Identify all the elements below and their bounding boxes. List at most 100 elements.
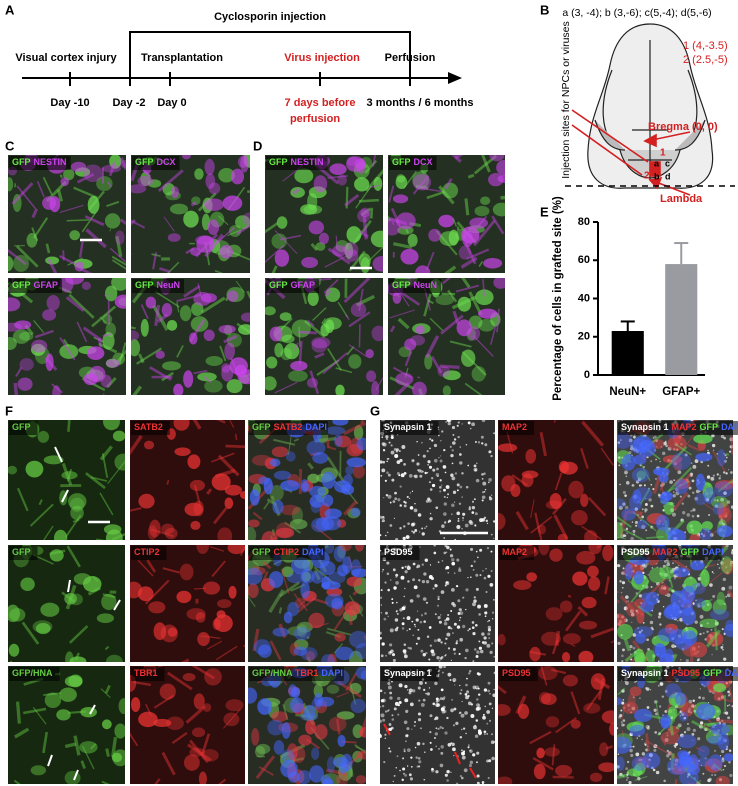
cell	[203, 329, 215, 342]
puncta	[685, 659, 689, 662]
puncta	[637, 777, 641, 781]
cell	[119, 159, 126, 168]
puncta	[434, 584, 438, 588]
label-background	[618, 421, 738, 435]
puncta	[442, 465, 447, 469]
channel-name: GFP	[12, 157, 31, 167]
cell	[44, 692, 62, 708]
process	[82, 745, 95, 770]
channel-label: GFP	[12, 547, 31, 557]
puncta	[655, 770, 660, 775]
process	[62, 250, 65, 261]
cell	[348, 354, 362, 369]
cell	[300, 569, 315, 584]
puncta	[481, 499, 484, 502]
process	[604, 576, 610, 595]
puncta	[418, 699, 421, 702]
cell	[198, 771, 207, 784]
puncta	[692, 491, 695, 494]
puncta	[625, 527, 629, 531]
puncta	[692, 601, 695, 604]
process	[326, 456, 346, 483]
cell	[326, 587, 343, 597]
puncta	[468, 672, 471, 675]
puncta	[475, 719, 479, 722]
puncta	[470, 703, 474, 706]
puncta	[664, 689, 668, 693]
cell	[335, 384, 345, 395]
cell	[315, 517, 335, 531]
process	[316, 359, 340, 376]
cell	[686, 520, 703, 535]
cell	[271, 233, 287, 249]
cell	[336, 773, 349, 784]
puncta	[641, 508, 644, 511]
puncta	[730, 471, 733, 474]
puncta	[476, 556, 479, 559]
cell	[355, 642, 366, 660]
micrograph: GFP	[8, 545, 125, 662]
cell	[400, 248, 419, 265]
puncta	[478, 640, 481, 643]
puncta	[728, 585, 733, 590]
channel-name: GFP	[12, 422, 31, 432]
process	[529, 730, 552, 745]
puncta	[468, 764, 472, 768]
puncta	[487, 574, 491, 578]
puncta	[440, 614, 442, 616]
cell	[456, 319, 472, 337]
puncta	[693, 777, 696, 780]
cell	[693, 434, 713, 444]
y-axis-label: Percentage of cells in grafted site (%)	[552, 196, 564, 401]
process	[324, 255, 347, 268]
puncta	[407, 646, 410, 649]
puncta	[709, 583, 713, 587]
puncta	[461, 751, 465, 756]
puncta	[451, 513, 453, 515]
process	[706, 722, 716, 728]
puncta	[417, 454, 420, 456]
puncta	[625, 779, 628, 781]
process	[645, 739, 670, 755]
puncta	[653, 748, 657, 752]
channel-name: PSD95	[672, 668, 701, 678]
puncta	[403, 643, 407, 646]
puncta	[720, 519, 724, 523]
puncta	[389, 643, 393, 647]
cell	[289, 697, 304, 713]
label-background	[381, 667, 439, 681]
process	[119, 218, 126, 226]
process	[293, 342, 299, 351]
puncta	[425, 692, 427, 695]
cell	[173, 420, 190, 431]
channel-label: PSD95	[384, 547, 413, 557]
puncta	[435, 697, 439, 701]
process	[397, 317, 410, 330]
process	[66, 219, 90, 222]
puncta	[487, 620, 489, 623]
puncta	[425, 525, 428, 528]
puncta	[469, 749, 473, 753]
process	[354, 744, 366, 755]
puncta	[471, 500, 475, 503]
cell	[352, 464, 365, 479]
process	[594, 677, 611, 690]
puncta	[402, 536, 406, 540]
channel-name: TBR1	[134, 668, 158, 678]
cell	[202, 703, 212, 712]
process	[115, 235, 123, 258]
puncta	[413, 474, 416, 478]
cell	[287, 743, 298, 761]
puncta	[491, 611, 495, 614]
process	[426, 190, 445, 200]
puncta	[455, 721, 459, 726]
puncta	[476, 751, 480, 755]
cell	[366, 370, 377, 383]
label-background	[266, 279, 320, 293]
puncta	[465, 608, 467, 611]
cell	[224, 497, 234, 509]
site: 1 (4,-3.5)	[683, 40, 728, 52]
cell	[341, 484, 355, 495]
cell	[230, 168, 245, 185]
cell	[681, 599, 693, 616]
